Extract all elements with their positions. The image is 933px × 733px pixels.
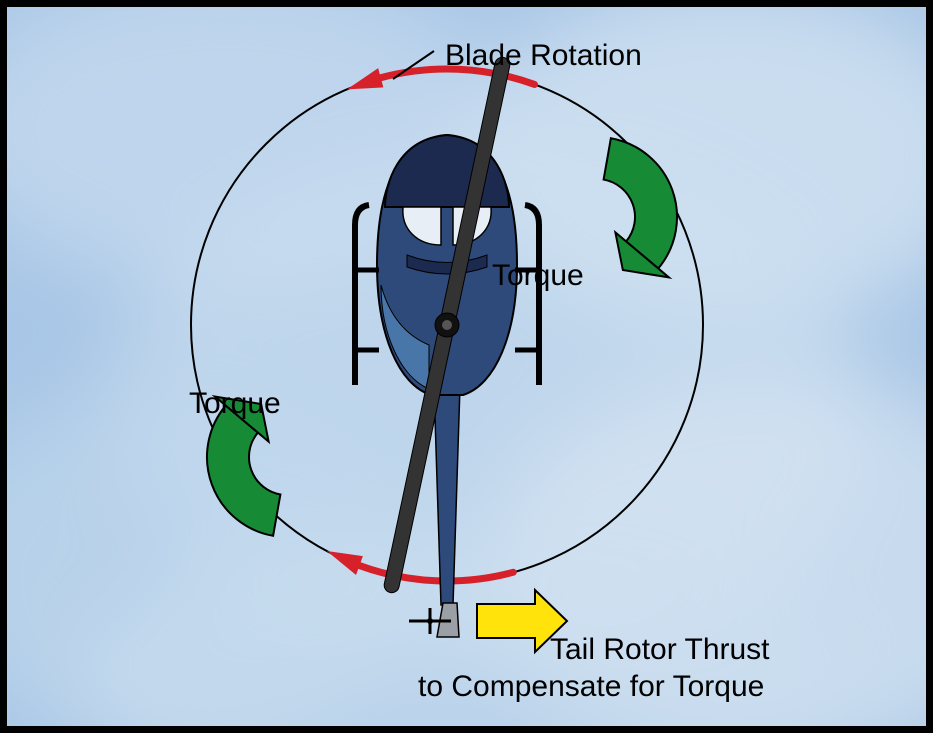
helicopter-body	[355, 65, 539, 637]
blade-rotation-callout-line	[393, 51, 434, 79]
diagram-frame: Blade Rotation Torque Torque Tail Rotor …	[0, 0, 933, 733]
label-torque-left: Torque	[189, 387, 281, 421]
label-tail-line2: to Compensate for Torque	[418, 670, 764, 704]
label-blade-rotation: Blade Rotation	[445, 39, 642, 73]
label-tail-line1: Tail Rotor Thrust	[550, 633, 770, 667]
label-torque-right: Torque	[492, 259, 584, 293]
diagram-content	[7, 7, 926, 726]
